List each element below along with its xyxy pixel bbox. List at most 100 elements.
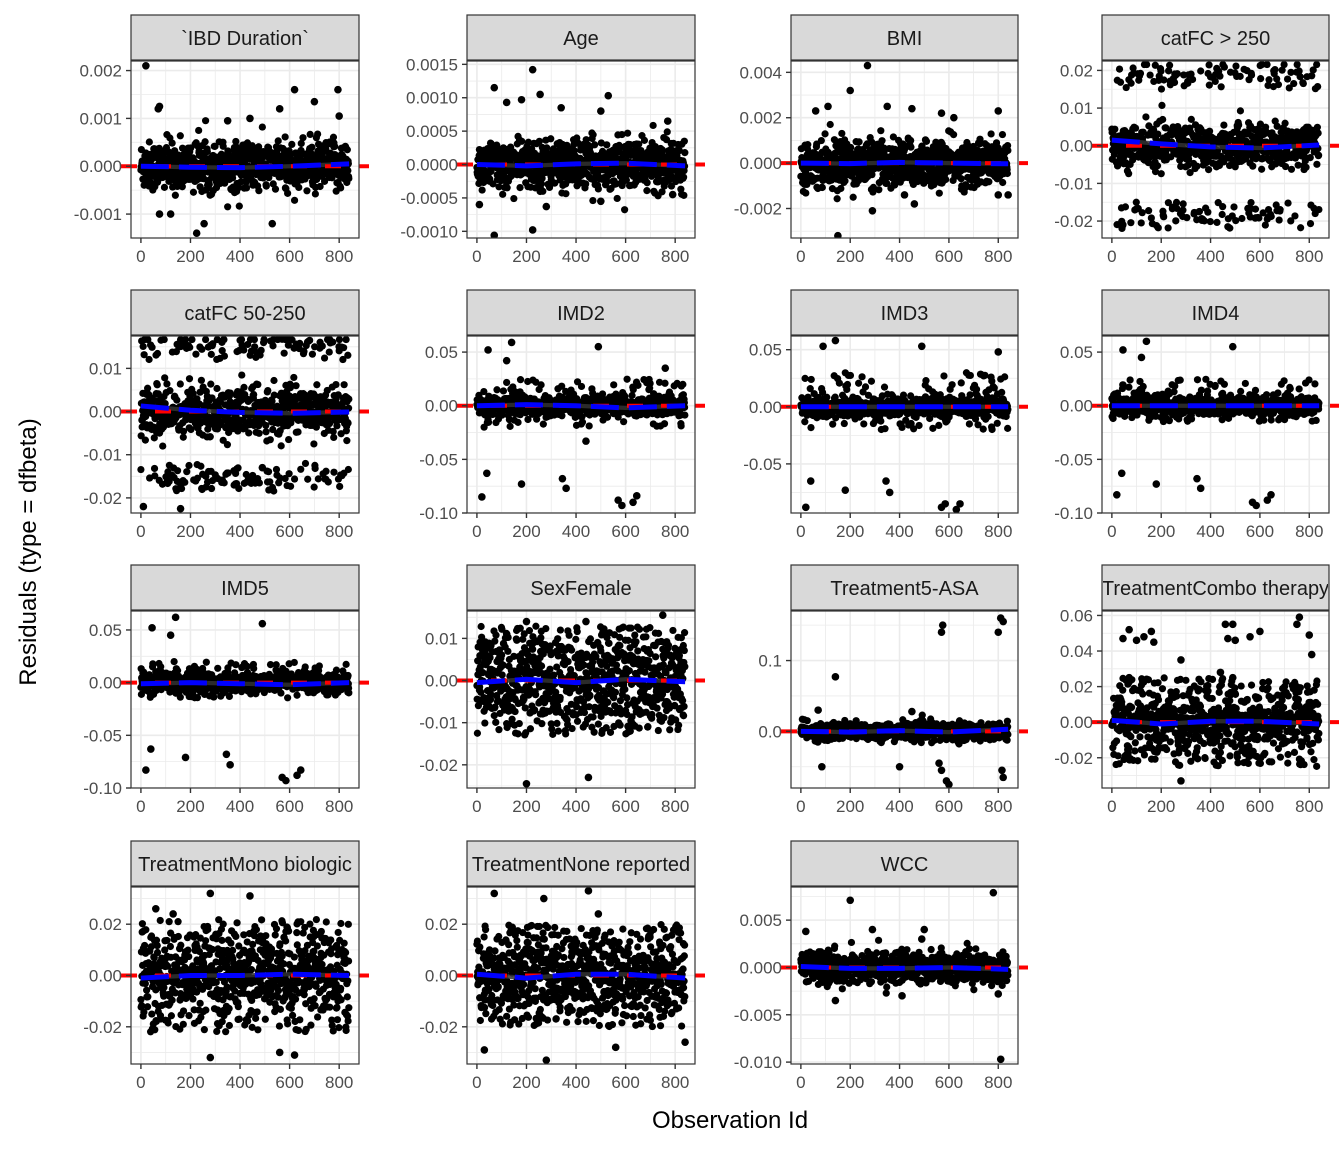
data-point <box>837 184 845 193</box>
x-tick-label: 800 <box>661 247 689 266</box>
data-point <box>1264 81 1272 90</box>
data-point <box>849 193 857 201</box>
data-point <box>1275 216 1283 224</box>
data-point <box>621 206 629 214</box>
outlier-point <box>176 504 185 513</box>
data-point <box>1283 75 1292 83</box>
data-point <box>1122 83 1130 92</box>
facet-strip-label: catFC > 250 <box>1161 28 1271 50</box>
x-tick-label: 800 <box>1295 247 1323 266</box>
data-point <box>304 475 312 483</box>
data-point <box>173 396 181 404</box>
data-point <box>287 482 295 490</box>
data-point <box>551 179 559 187</box>
outlier-point <box>900 191 909 199</box>
data-point <box>1217 83 1225 91</box>
data-point <box>1287 217 1295 225</box>
data-point <box>336 482 344 491</box>
data-point <box>322 467 330 475</box>
outlier-point <box>335 342 343 351</box>
data-point <box>1276 206 1284 214</box>
data-point <box>331 142 339 151</box>
data-point <box>821 130 829 138</box>
data-point <box>264 386 272 395</box>
x-tick-label: 400 <box>885 247 913 266</box>
data-point <box>503 184 511 192</box>
data-point <box>329 427 337 436</box>
outlier-point <box>335 112 343 120</box>
outlier-point <box>334 85 342 94</box>
data-point <box>292 382 300 390</box>
outlier-point <box>536 90 544 99</box>
facet-strip-label: catFC 50-250 <box>184 303 305 325</box>
data-point <box>999 178 1007 187</box>
outlier-point <box>275 105 284 113</box>
data-point <box>942 175 950 184</box>
outlier-point <box>883 102 892 111</box>
data-point <box>957 175 965 183</box>
smooth-trend-line <box>476 160 686 169</box>
data-point <box>145 355 153 364</box>
y-tick-label: 0.000 <box>79 157 122 176</box>
data-point <box>818 183 826 192</box>
data-point <box>1220 121 1228 129</box>
data-point <box>1238 214 1246 223</box>
outlier-point <box>278 336 286 343</box>
data-point <box>524 415 532 424</box>
data-point <box>1232 62 1240 70</box>
data-point <box>285 470 293 478</box>
data-point <box>622 176 630 184</box>
data-point <box>308 143 316 151</box>
data-point <box>1165 67 1173 75</box>
data-point <box>337 184 345 192</box>
outlier-point <box>310 97 319 106</box>
outlier-point <box>668 190 677 199</box>
x-tick-label: 600 <box>611 247 639 266</box>
data-point <box>1290 79 1298 88</box>
data-point <box>218 347 226 355</box>
y-tick-label: 0.00 <box>1060 137 1093 156</box>
data-point <box>314 130 322 138</box>
data-point <box>1315 151 1323 159</box>
data-point <box>985 178 993 186</box>
data-point <box>224 469 232 477</box>
data-point <box>495 183 503 191</box>
data-point <box>1232 217 1240 225</box>
outlier-point <box>502 98 511 107</box>
data-point <box>197 462 205 470</box>
panel-border <box>466 60 696 239</box>
data-point <box>141 436 149 444</box>
data-point <box>1213 218 1221 226</box>
data-point <box>1187 115 1195 123</box>
outlier-point <box>542 202 551 211</box>
data-point <box>1313 160 1321 168</box>
data-points <box>1108 61 1323 233</box>
data-point <box>1125 170 1133 178</box>
data-point <box>612 180 620 188</box>
data-point <box>618 130 626 139</box>
data-point <box>150 464 159 473</box>
data-point <box>658 188 666 196</box>
data-point <box>335 336 344 344</box>
data-point <box>161 399 169 408</box>
y-tick-label: -0.02 <box>83 489 122 508</box>
outlier-point <box>811 107 820 115</box>
data-point <box>1115 65 1124 73</box>
data-point <box>277 442 285 450</box>
data-point <box>547 135 555 143</box>
outlier-point <box>139 502 148 511</box>
data-point <box>140 351 148 359</box>
data-point <box>950 131 958 139</box>
data-point <box>1220 158 1228 166</box>
data-point <box>935 189 943 197</box>
data-point <box>250 390 258 399</box>
data-point <box>1205 127 1214 135</box>
data-point <box>1258 165 1266 173</box>
facet-strip <box>466 289 696 336</box>
data-point <box>1197 67 1205 75</box>
outlier-point <box>910 200 919 208</box>
data-point <box>1146 71 1154 79</box>
data-point <box>296 339 304 347</box>
data-point <box>260 336 268 344</box>
x-tick-label: 200 <box>1147 247 1175 266</box>
